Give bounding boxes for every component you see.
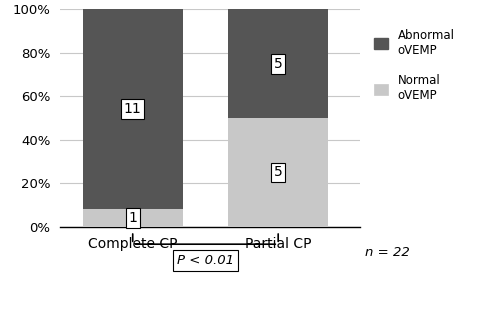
Text: 11: 11 bbox=[124, 102, 142, 116]
Text: 5: 5 bbox=[274, 57, 282, 71]
Legend: Abnormal
oVEMP, Normal
oVEMP: Abnormal oVEMP, Normal oVEMP bbox=[372, 26, 457, 105]
Bar bbox=[82, 209, 182, 227]
Bar bbox=[82, 9, 182, 209]
Text: n = 22: n = 22 bbox=[366, 246, 410, 259]
Text: 5: 5 bbox=[274, 165, 282, 180]
Text: 1: 1 bbox=[128, 211, 137, 225]
Bar bbox=[228, 9, 328, 118]
Bar bbox=[228, 118, 328, 227]
Text: P < 0.01: P < 0.01 bbox=[177, 254, 234, 267]
